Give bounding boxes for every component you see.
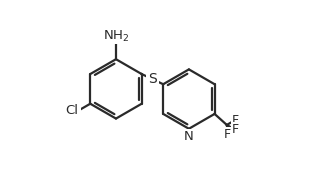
- Text: S: S: [148, 72, 157, 86]
- Text: F: F: [231, 114, 238, 127]
- Text: Cl: Cl: [65, 104, 78, 117]
- Text: N: N: [184, 130, 194, 143]
- Text: F: F: [223, 128, 230, 141]
- Text: F: F: [231, 123, 238, 136]
- Text: NH$_2$: NH$_2$: [103, 29, 129, 44]
